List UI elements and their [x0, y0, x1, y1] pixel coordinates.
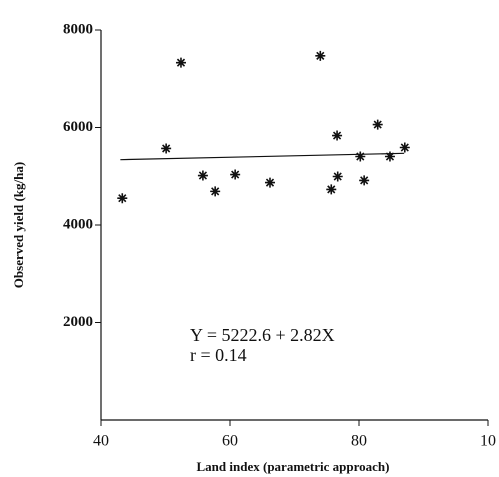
point — [372, 119, 383, 130]
x-tick-label: 60 — [222, 433, 238, 450]
r-value: r = 0.14 — [190, 345, 247, 365]
y-axis-label: Observed yield (kg/ha) — [11, 162, 26, 288]
y-tick-label: 6000 — [63, 119, 93, 135]
equation: Y = 5222.6 + 2.82X — [190, 325, 335, 345]
point — [332, 130, 343, 141]
x-axis-label: Land index (parametric approach) — [197, 459, 390, 474]
point — [197, 170, 208, 181]
point — [210, 186, 221, 197]
x-tick-label: 80 — [351, 433, 367, 450]
x-tick-label: 10 — [480, 433, 496, 450]
point — [230, 169, 241, 180]
point — [175, 57, 186, 68]
point — [359, 175, 370, 186]
point — [332, 171, 343, 182]
y-tick-label: 2000 — [63, 314, 93, 330]
y-tick-label: 8000 — [63, 21, 93, 37]
point — [161, 143, 172, 154]
point — [355, 151, 366, 162]
point — [117, 193, 128, 204]
y-tick-label: 4000 — [63, 216, 93, 232]
point — [399, 142, 410, 153]
point — [264, 177, 275, 188]
point — [384, 151, 395, 162]
x-tick-label: 40 — [93, 433, 109, 450]
trend-line — [120, 152, 405, 161]
point — [315, 50, 326, 61]
point — [326, 184, 337, 195]
